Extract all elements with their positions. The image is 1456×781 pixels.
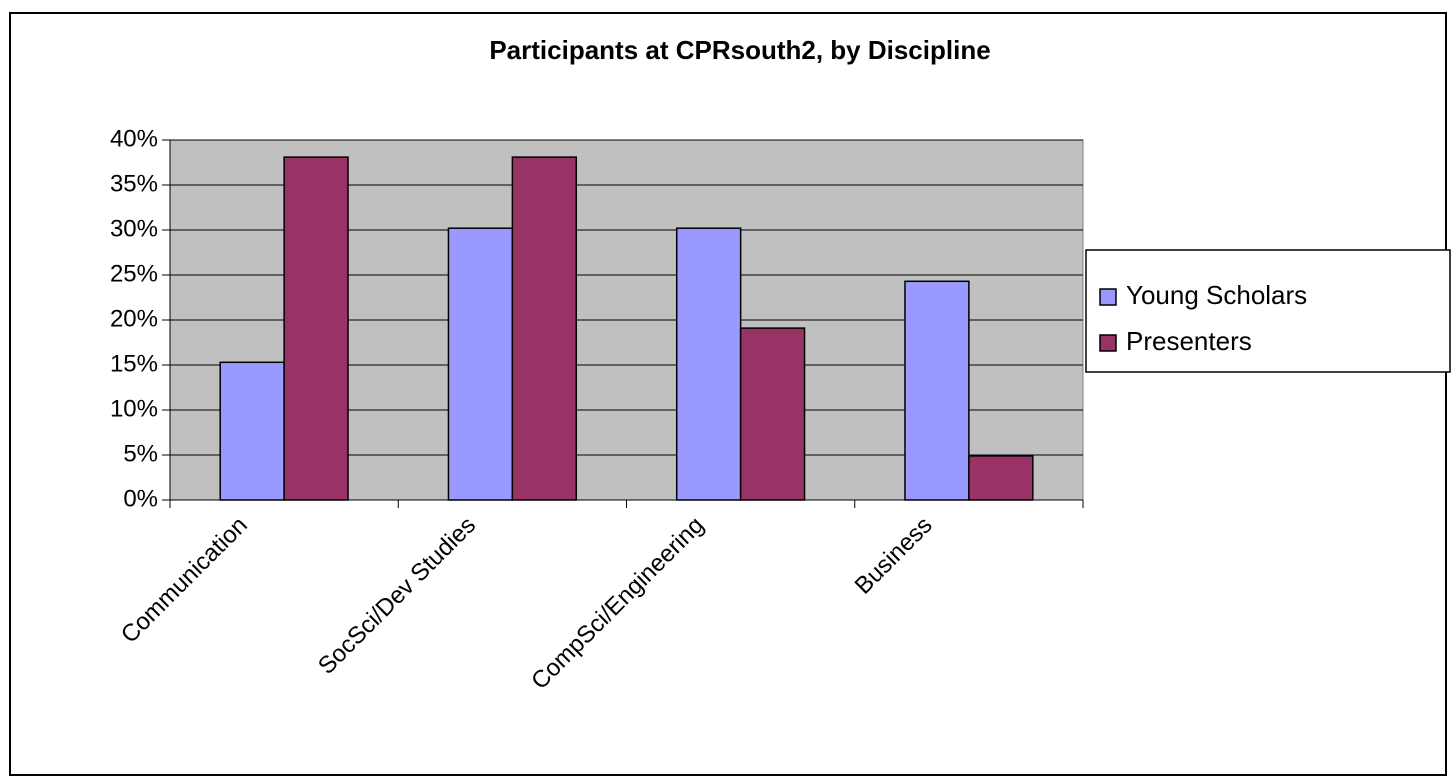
chart-title: Participants at CPRsouth2, by Discipline (489, 35, 990, 65)
legend-swatch (1099, 334, 1117, 352)
y-tick-label: 40% (110, 125, 158, 152)
y-tick-label: 10% (110, 395, 158, 422)
bar (675, 227, 742, 501)
legend-label: Presenters (1126, 326, 1252, 356)
bar (219, 361, 285, 501)
y-tick-label: 30% (110, 215, 158, 242)
legend-box (1085, 249, 1451, 373)
bar (283, 156, 349, 501)
y-tick-label: 15% (110, 350, 158, 377)
legend-swatch (1099, 288, 1117, 306)
y-tick-label: 25% (110, 260, 158, 287)
legend-label: Young Scholars (1126, 280, 1307, 310)
bar (739, 327, 806, 501)
y-tick-label: 20% (110, 305, 158, 332)
bar (968, 455, 1034, 501)
bar (447, 227, 514, 501)
y-tick-label: 35% (110, 170, 158, 197)
bar (904, 280, 970, 501)
y-tick-label: 0% (123, 485, 158, 512)
bar (511, 156, 578, 501)
y-tick-label: 5% (123, 440, 158, 467)
